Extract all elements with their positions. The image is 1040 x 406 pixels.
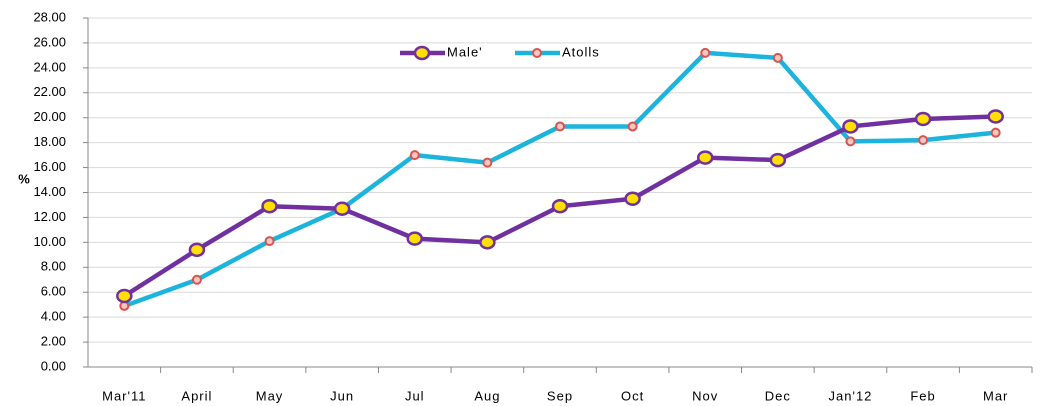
marker (551, 198, 569, 214)
legend-label: Male' (447, 44, 483, 59)
marker (261, 198, 278, 214)
y-tick-label: 16.00 (33, 159, 66, 174)
legend-label: Atolls (562, 44, 600, 59)
marker (479, 235, 496, 250)
x-tick-label: April (181, 388, 212, 403)
series-line (123, 50, 996, 309)
marker (769, 152, 787, 168)
y-tick-label: 24.00 (33, 59, 66, 74)
legend-marker (413, 45, 431, 61)
y-tick-label: 26.00 (33, 34, 66, 49)
marker (914, 111, 932, 127)
x-tick-label: May (256, 388, 284, 403)
y-tick-label: 0.00 (41, 358, 66, 373)
x-tick-label: Sep (547, 388, 573, 403)
marker (188, 242, 206, 258)
legend-marker (532, 48, 542, 58)
marker (264, 236, 275, 247)
y-tick-label: 2.00 (41, 334, 66, 349)
legend-item: Atolls (515, 44, 600, 59)
marker (116, 288, 133, 304)
x-tick-label: Dec (765, 388, 791, 403)
y-tick-label: 14.00 (33, 184, 66, 199)
marker (191, 274, 202, 285)
marker (624, 191, 641, 206)
marker (555, 121, 565, 132)
legend-item: Male' (400, 44, 483, 61)
marker (700, 47, 711, 58)
x-tick-label: Nov (692, 388, 718, 403)
y-tick-label: 4.00 (41, 309, 66, 324)
x-tick-label: Feb (910, 388, 935, 403)
x-tick-label: Jul (405, 388, 425, 403)
y-tick-label: 18.00 (33, 134, 66, 149)
marker (990, 127, 1001, 138)
marker (409, 150, 420, 161)
x-tick-label: Mar'11 (102, 388, 146, 403)
y-tick-label: 6.00 (41, 284, 66, 299)
y-tick-label: 20.00 (33, 109, 66, 124)
marker (406, 231, 424, 246)
marker (772, 52, 783, 63)
marker (482, 157, 493, 168)
y-tick-label: 10.00 (33, 234, 66, 249)
marker (918, 135, 929, 146)
marker (333, 201, 351, 216)
y-tick-label: 22.00 (33, 84, 66, 99)
marker (627, 121, 638, 132)
x-tick-label: Jan'12 (829, 388, 873, 403)
x-tick-label: Mar (983, 388, 1008, 403)
marker (845, 136, 856, 147)
marker (842, 119, 859, 134)
marker (987, 109, 1004, 124)
y-tick-label: 28.00 (33, 9, 66, 24)
y-tick-label: 12.00 (33, 209, 66, 224)
y-axis-label: % (18, 171, 30, 186)
x-tick-label: Aug (474, 388, 500, 403)
y-tick-label: 8.00 (41, 259, 66, 274)
marker (696, 150, 714, 165)
x-tick-label: Jun (330, 388, 354, 403)
x-tick-label: Oct (621, 388, 644, 403)
